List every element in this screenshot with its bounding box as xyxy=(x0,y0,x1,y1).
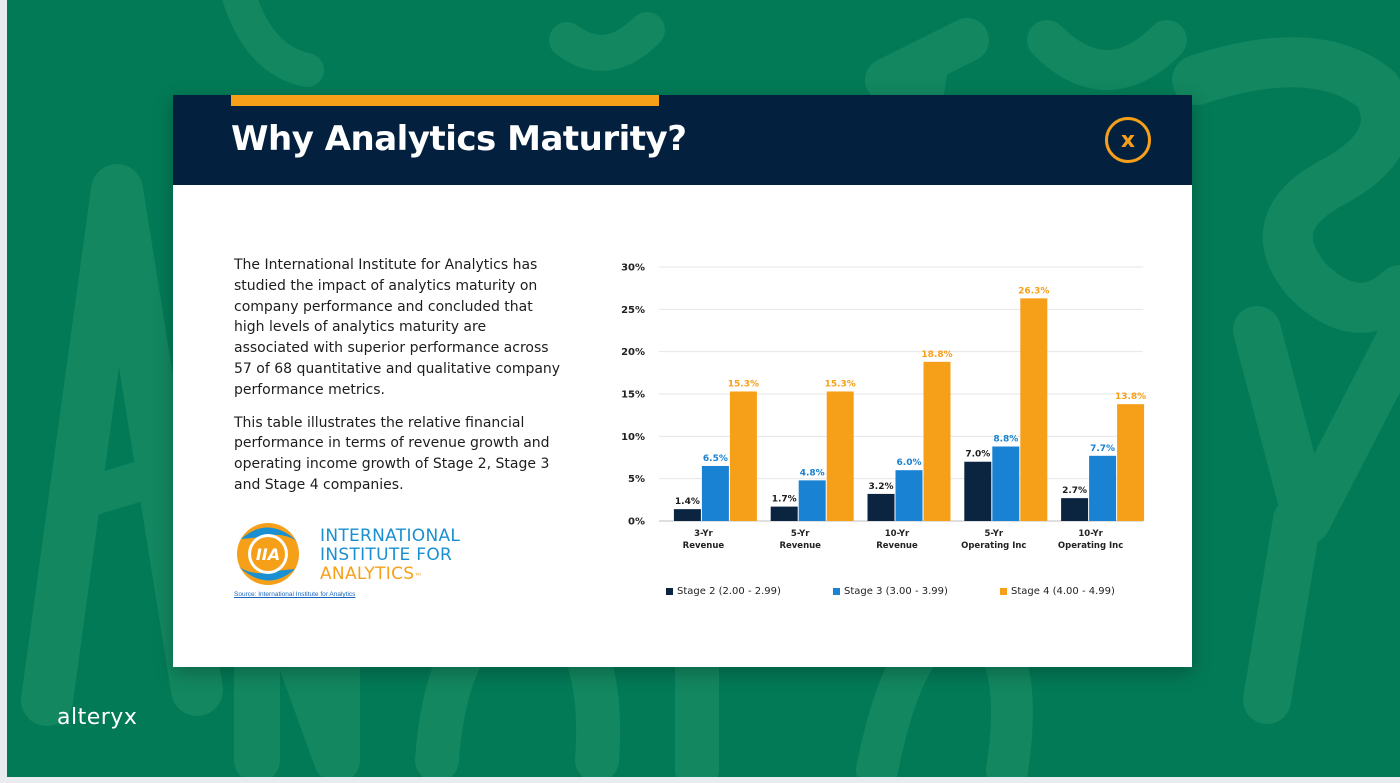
data-label: 3.2% xyxy=(869,482,894,492)
legend-item: Stage 4 (4.00 - 4.99) xyxy=(1000,586,1115,597)
x-tick-label: Revenue xyxy=(683,541,725,551)
data-label: 7.7% xyxy=(1090,444,1115,454)
bar xyxy=(1089,455,1117,521)
data-label: 15.3% xyxy=(728,379,759,389)
iia-logo: IIA INTERNATIONAL INSTITUTE FOR ANALYTIC… xyxy=(231,519,460,589)
iia-logo-mark: IIA xyxy=(237,523,299,585)
bar xyxy=(867,493,895,521)
accent-bar xyxy=(231,95,659,106)
legend-item: Stage 3 (3.00 - 3.99) xyxy=(833,586,948,597)
close-icon: x xyxy=(1120,127,1136,153)
bar xyxy=(701,465,729,521)
y-tick-label: 5% xyxy=(628,474,645,485)
x-tick-label: 10-Yr xyxy=(1078,529,1103,539)
bar xyxy=(729,391,757,521)
y-tick-label: 20% xyxy=(621,347,645,358)
y-tick-label: 10% xyxy=(621,432,645,443)
legend-label: Stage 4 (4.00 - 4.99) xyxy=(1011,586,1115,597)
dialog-header: Why Analytics Maturity? x xyxy=(173,95,1192,185)
y-tick-label: 0% xyxy=(628,517,645,528)
iia-logo-wordmark: INTERNATIONAL INSTITUTE FOR ANALYTICS™ xyxy=(320,526,461,584)
alteryx-logo: alteryx xyxy=(57,705,138,730)
legend-swatch xyxy=(833,588,840,595)
description-text: The International Institute for Analytic… xyxy=(234,255,564,508)
x-tick-label: 3-Yr xyxy=(694,529,713,539)
data-label: 1.7% xyxy=(772,495,797,505)
legend-item: Stage 2 (2.00 - 2.99) xyxy=(666,586,781,597)
x-tick-label: 5-Yr xyxy=(985,529,1004,539)
x-tick-label: Revenue xyxy=(779,541,821,551)
x-tick-label: 5-Yr xyxy=(791,529,810,539)
data-label: 6.0% xyxy=(897,458,922,468)
data-label: 15.3% xyxy=(825,379,856,389)
legend-swatch xyxy=(1000,588,1007,595)
close-button[interactable]: x xyxy=(1105,117,1151,163)
x-tick-label: 10-Yr xyxy=(885,529,910,539)
data-label: 1.4% xyxy=(675,497,700,507)
x-tick-label: Operating Inc xyxy=(1058,541,1123,551)
data-label: 18.8% xyxy=(921,350,952,360)
paragraph-2: This table illustrates the relative fina… xyxy=(234,414,550,493)
dialog-title: Why Analytics Maturity? xyxy=(231,119,687,159)
legend-label: Stage 3 (3.00 - 3.99) xyxy=(844,586,948,597)
bar xyxy=(923,361,951,521)
legend-label: Stage 2 (2.00 - 2.99) xyxy=(677,586,781,597)
performance-bar-chart: 0% 5% 10% 15% 20% 25% 30% 1.4% 6.5% 15.3% 3-Yr Reve… xyxy=(621,263,1146,552)
bar xyxy=(895,470,923,521)
data-label: 7.0% xyxy=(965,450,990,460)
bar xyxy=(992,446,1020,521)
paragraph-1: The International Institute for Analytic… xyxy=(234,257,561,398)
x-tick-label: Operating Inc xyxy=(961,541,1026,551)
bar xyxy=(1061,498,1089,521)
data-label: 2.7% xyxy=(1062,486,1087,496)
y-tick-label: 25% xyxy=(621,305,645,316)
data-label: 13.8% xyxy=(1115,392,1146,402)
y-tick-label: 30% xyxy=(621,263,645,274)
bar xyxy=(673,509,701,521)
data-label: 26.3% xyxy=(1018,286,1049,296)
x-tick-label: Revenue xyxy=(876,541,918,551)
bar xyxy=(1117,404,1145,521)
legend-swatch xyxy=(666,588,673,595)
bar xyxy=(770,506,798,521)
data-label: 4.8% xyxy=(800,468,825,478)
chart-legend: Stage 2 (2.00 - 2.99) Stage 3 (3.00 - 3.9… xyxy=(666,586,1136,602)
bar xyxy=(964,461,992,521)
bar xyxy=(798,480,826,521)
source-link[interactable]: Source: International Institute for Anal… xyxy=(234,591,356,598)
y-tick-label: 15% xyxy=(621,390,645,401)
data-label: 8.8% xyxy=(993,434,1018,444)
bar xyxy=(1020,298,1048,521)
data-label: 6.5% xyxy=(703,454,728,464)
bar xyxy=(826,391,854,521)
iia-logo-initials: IIA xyxy=(256,545,280,564)
info-dialog: Why Analytics Maturity? x The Internatio… xyxy=(173,95,1192,667)
